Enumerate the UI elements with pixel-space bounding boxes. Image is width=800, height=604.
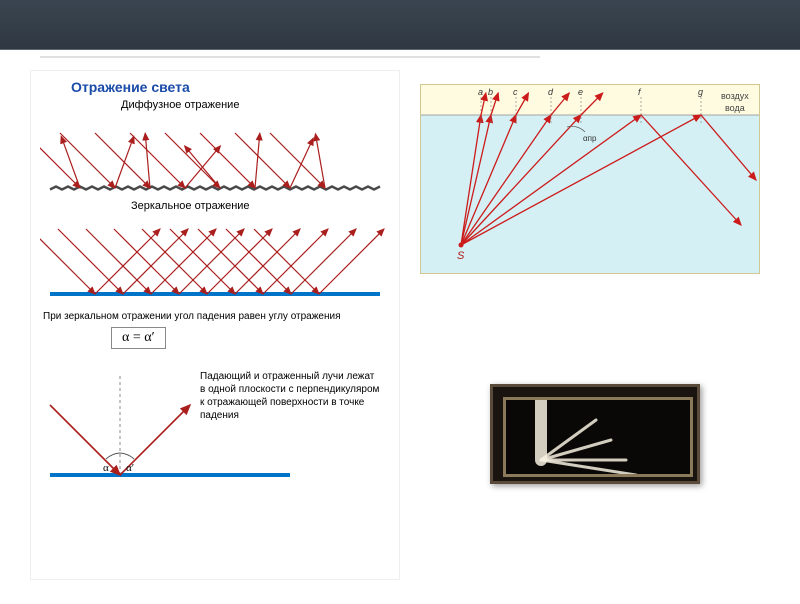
svg-text:g: g xyxy=(698,87,703,97)
svg-text:c: c xyxy=(513,87,518,97)
svg-text:α: α xyxy=(103,462,109,474)
refraction-diagram: abcdefgαпрSвоздухвода xyxy=(420,84,760,274)
svg-text:a: a xyxy=(478,87,483,97)
svg-text:воздух: воздух xyxy=(721,91,749,101)
divider xyxy=(40,56,540,58)
ray-plane-text: Падающий и отраженный лучи лежат в одной… xyxy=(200,370,380,422)
specular-label: Зеркальное отражение xyxy=(31,198,399,214)
law-text: При зеркальном отражении угол падения ра… xyxy=(31,304,399,327)
slide-header-bar xyxy=(0,0,800,50)
svg-text:α′: α′ xyxy=(126,462,134,474)
svg-text:S: S xyxy=(457,250,465,262)
svg-text:αпр: αпр xyxy=(583,134,597,143)
svg-text:b: b xyxy=(488,87,493,97)
diffuse-diagram xyxy=(40,113,390,198)
law-formula: α = α′ xyxy=(111,327,166,349)
photo-frame xyxy=(503,397,693,477)
slide-content: Отражение света Диффузное отражение Зерк… xyxy=(0,64,800,604)
angle-diagram: α α′ Падающий и отраженный лучи лежат в о… xyxy=(40,355,390,495)
diffuse-label: Диффузное отражение xyxy=(31,97,399,113)
reflection-panel: Отражение света Диффузное отражение Зерк… xyxy=(30,70,400,580)
specular-diagram xyxy=(40,214,390,304)
panel-title: Отражение света xyxy=(31,71,399,97)
experiment-photo xyxy=(490,384,700,484)
svg-text:вода: вода xyxy=(725,103,745,113)
svg-text:e: e xyxy=(578,87,583,97)
